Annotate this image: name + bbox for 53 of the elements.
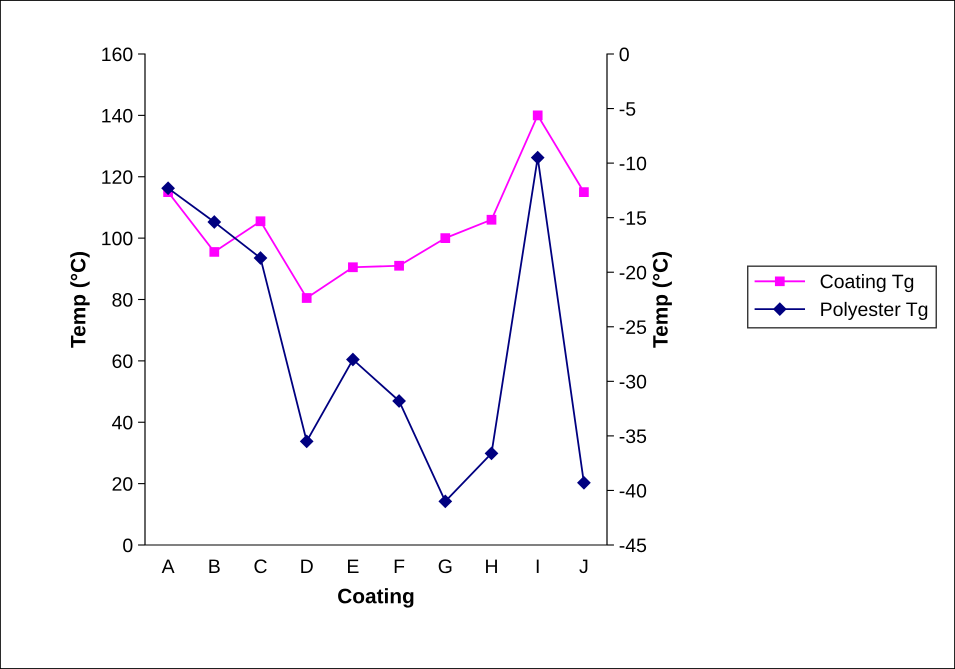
point	[392, 394, 406, 408]
point	[484, 446, 498, 460]
y-tick-label: 20	[112, 477, 132, 491]
y2-axis-title: Temp (°C)	[652, 252, 672, 348]
x-tick-label: F	[394, 560, 404, 573]
y-tick-label: 140	[102, 108, 132, 123]
point	[256, 216, 266, 226]
x-tick-label: A	[162, 560, 175, 573]
y2-tick-label: -45	[620, 538, 646, 552]
x-axis-title: Coating	[338, 588, 414, 608]
y2-tick-label: -25	[620, 320, 646, 334]
y2-tick-label: -30	[620, 374, 646, 389]
point	[577, 476, 590, 490]
x-tick-label: E	[348, 560, 359, 573]
point	[208, 215, 221, 229]
point	[346, 352, 360, 366]
x-tick-label: D	[301, 560, 313, 573]
y-tick-label: 0	[123, 538, 132, 552]
x-tick-label: I	[536, 560, 539, 573]
y2-tick-label: -40	[620, 484, 646, 498]
y-tick-label: 100	[102, 232, 132, 246]
y-tick-label: 160	[102, 47, 132, 62]
y-tick-label: 60	[112, 354, 132, 368]
y2-tick-label: -20	[620, 266, 646, 280]
y-tick-label: 80	[112, 292, 132, 307]
y2-tick-label: -5	[620, 102, 636, 116]
x-tick-label: H	[486, 560, 497, 573]
point	[394, 260, 404, 271]
point	[438, 494, 452, 508]
point	[162, 182, 175, 195]
point	[209, 247, 220, 257]
legend-label: Coating Tg	[820, 274, 914, 292]
y-axis-title: Temp (°C)	[70, 252, 90, 348]
x-tick-label: J	[579, 560, 588, 574]
x-tick-label: C	[254, 559, 267, 574]
y2-tick-label: -35	[620, 429, 646, 444]
point	[531, 151, 544, 164]
y-tick-label: 120	[102, 170, 132, 184]
point	[348, 262, 358, 272]
point	[302, 293, 312, 303]
point	[300, 434, 314, 448]
point	[440, 233, 450, 243]
x-tick-label: B	[209, 560, 220, 573]
point	[532, 110, 543, 120]
y-tick-label: 40	[112, 416, 132, 430]
y2-tick-label: -10	[620, 156, 646, 170]
point	[486, 214, 496, 225]
y2-tick-label: -15	[620, 211, 646, 225]
point	[579, 187, 589, 197]
point	[254, 251, 268, 265]
y2-tick-label: 0	[620, 47, 629, 62]
x-tick-label: G	[438, 559, 452, 574]
legend-label: Polyester Tg	[821, 302, 928, 320]
